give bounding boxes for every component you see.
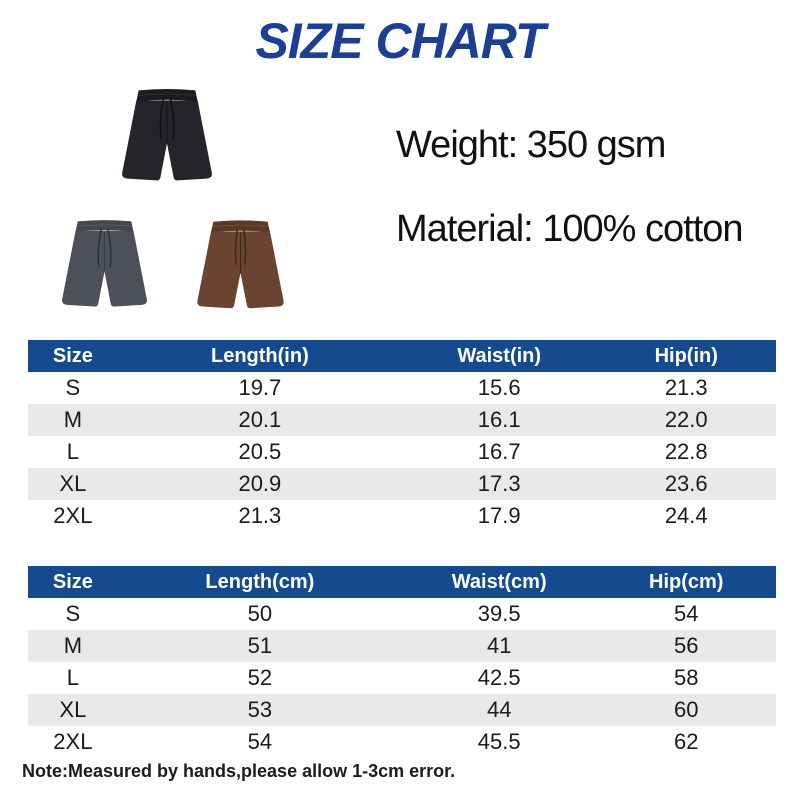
table-cell: 24.4 [664,503,708,528]
table-cell: 20.1 [238,407,282,432]
table-cell: L [66,439,79,464]
table-cell: 54 [247,729,273,754]
table-cell: 2XL [53,729,93,754]
table-cell: 52 [247,665,273,690]
table-cell: 54 [673,601,699,626]
table-cell: 15.6 [477,375,521,400]
table-cell: 39.5 [477,601,521,626]
drawstring-right [106,228,112,268]
table-cell: 60 [673,697,699,722]
table-cell: 51 [247,633,273,658]
table-cell: 56 [673,633,699,658]
table-cell: XL [59,471,87,496]
waistband-stitch [212,224,269,227]
table-row: L 52 42.5 58 [28,662,776,694]
drawstring-left [159,97,165,139]
weight-spec: Weight: 350 gsm [396,124,666,166]
shorts-icon [197,220,284,309]
table-cell: 16.1 [477,407,521,432]
table-cell: 53 [247,697,273,722]
shorts-icon [122,89,212,181]
table-cell: 62 [673,729,699,754]
table-cell: S [65,375,81,400]
material-spec: Material: 100% cotton [396,208,744,250]
column-header: Hip(cm) [596,566,776,598]
table-row: S 19.7 15.6 21.3 [28,372,776,404]
size-table-cm: Size Length(cm) Waist(cm) Hip(cm) S 50 39.5 54 M… [28,566,776,758]
table-cell: 22.0 [664,407,708,432]
column-header: Size [28,566,118,598]
size-table-inches: Size Length(in) Waist(in) Hip(in) S 19.7 15.6 2… [28,340,776,532]
table-cell: 50 [247,601,273,626]
table-cell: L [66,665,79,690]
shorts-waistband [136,89,198,102]
table-cell: 23.6 [664,471,708,496]
table-cell: 44 [486,697,512,722]
header-row: Size Length(cm) Waist(cm) Hip(cm) [28,566,776,598]
shorts-waistband [211,220,270,233]
table-cell: 45.5 [477,729,521,754]
table-cell: 58 [673,665,699,690]
table-cell: S [65,601,81,626]
header-row: Size Length(in) Waist(in) Hip(in) [28,340,776,372]
column-header: Hip(in) [596,340,776,372]
table-cell: 17.9 [477,503,521,528]
table-cell: 20.9 [238,471,282,496]
column-header: Waist(cm) [401,566,597,598]
table-cell: M [63,407,83,432]
table-row: M 51 41 56 [28,630,776,662]
shorts-icon [62,220,147,307]
column-header: Length(cm) [117,566,402,598]
drawstring-right [169,97,175,139]
table-row: L 20.5 16.7 22.8 [28,436,776,468]
table-row: XL 20.9 17.3 23.6 [28,468,776,500]
table-cell: 2XL [53,503,93,528]
table-cell: 21.3 [238,503,282,528]
gray-shorts-image [44,211,165,320]
table-row: M 20.1 16.1 22.0 [28,404,776,436]
column-header: Size [28,340,118,372]
table-cell: 19.7 [238,375,282,400]
measurement-note: Note:Measured by hands,please allow 1-3c… [22,761,456,781]
table-cell: M [63,633,83,658]
column-header: Waist(in) [401,340,597,372]
table-cell: 17.3 [477,471,521,496]
table-cell: 41 [486,633,512,658]
black-shorts-image [103,84,231,190]
table-row: 2XL 54 45.5 62 [28,726,776,758]
column-header: Length(in) [117,340,402,372]
table-cell: 20.5 [238,439,282,464]
waistband-stitch [76,224,133,227]
table-row: XL 53 44 60 [28,694,776,726]
drawstring-right [242,228,247,265]
drawstring-left [234,228,239,265]
table-row: 2XL 21.3 17.9 24.4 [28,500,776,532]
page-title: SIZE CHART [255,13,545,69]
table-cell: 22.8 [664,439,708,464]
drawstring-left [97,228,103,268]
waistband-stitch [137,93,197,96]
brown-shorts-image [179,213,302,320]
table-cell: 42.5 [477,665,521,690]
table-cell: XL [59,697,87,722]
table-cell: 16.7 [477,439,521,464]
shorts-waistband [75,220,134,232]
table-cell: 21.3 [664,375,708,400]
table-row: S 50 39.5 54 [28,598,776,630]
